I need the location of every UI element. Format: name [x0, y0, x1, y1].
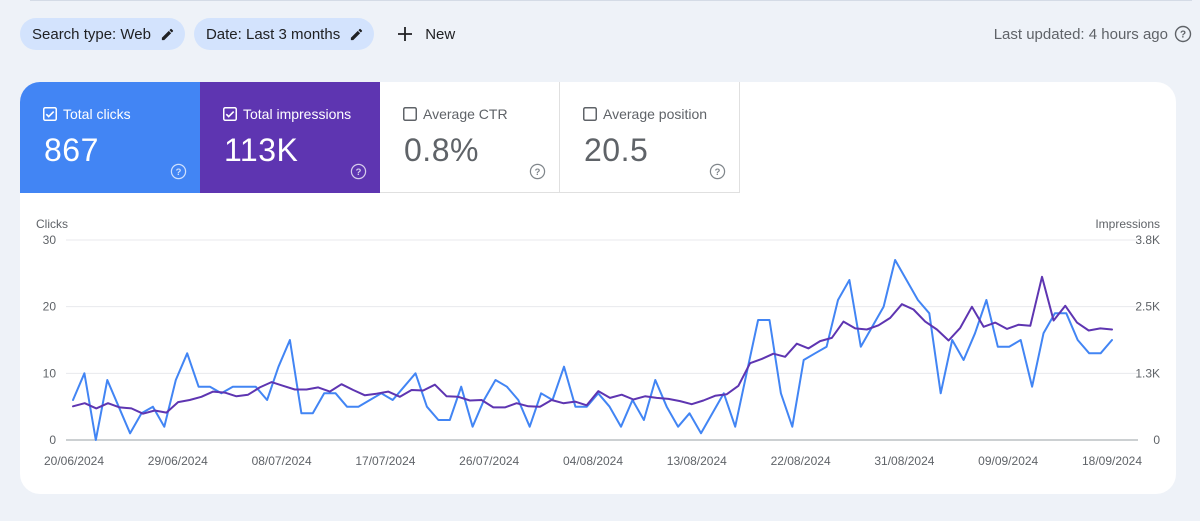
- svg-text:?: ?: [356, 167, 362, 178]
- x-tick-label: 04/08/2024: [563, 454, 623, 468]
- y-tick-left: 10: [43, 366, 57, 380]
- y-axis-left-title: Clicks: [36, 217, 68, 231]
- y-tick-left: 30: [43, 233, 57, 247]
- x-tick-label: 08/07/2024: [252, 454, 312, 468]
- help-icon[interactable]: ?: [1174, 25, 1192, 43]
- top-divider: [30, 0, 1192, 1]
- svg-text:?: ?: [1180, 30, 1186, 41]
- metric-value: 113K: [224, 132, 299, 168]
- x-tick-label: 20/06/2024: [44, 454, 104, 468]
- x-tick-label: 31/08/2024: [874, 454, 934, 468]
- metric-label: Total impressions: [243, 106, 352, 122]
- checkbox-checked-icon[interactable]: [43, 107, 57, 121]
- y-tick-left: 0: [49, 433, 56, 447]
- metric-label: Average CTR: [423, 106, 508, 122]
- x-tick-label: 22/08/2024: [771, 454, 831, 468]
- metric-value: 867: [44, 132, 99, 168]
- search-type-chip[interactable]: Search type: Web: [20, 18, 185, 50]
- x-tick-label: 26/07/2024: [459, 454, 519, 468]
- svg-text:?: ?: [535, 167, 541, 178]
- metric-label: Total clicks: [63, 106, 131, 122]
- plus-icon: [397, 26, 413, 42]
- metric-tabs: Total clicks 867 ? Total impressions 113…: [20, 82, 740, 193]
- x-tick-label: 09/09/2024: [978, 454, 1038, 468]
- filter-bar: Search type: Web Date: Last 3 months New…: [20, 18, 1192, 50]
- date-range-label: Date: Last 3 months: [205, 25, 341, 43]
- checkbox-unchecked-icon[interactable]: [583, 107, 597, 121]
- clicks-series-line: [72, 259, 1113, 441]
- metric-total-clicks[interactable]: Total clicks 867 ?: [20, 82, 200, 193]
- new-filter-label: New: [425, 25, 456, 43]
- performance-chart[interactable]: Clicks Impressions 0 0 10 1.3K 20 2.5K 30 3.8K 20/…: [20, 208, 1176, 478]
- help-icon[interactable]: ?: [709, 163, 726, 180]
- edit-icon: [160, 27, 175, 42]
- x-tick-label: 18/09/2024: [1082, 454, 1142, 468]
- metric-value: 0.8%: [404, 132, 479, 168]
- last-updated-text: Last updated: 4 hours ago: [993, 25, 1168, 43]
- performance-card: Total clicks 867 ? Total impressions 113…: [20, 82, 1176, 494]
- checkbox-unchecked-icon[interactable]: [403, 107, 417, 121]
- last-updated: Last updated: 4 hours ago ?: [994, 25, 1192, 43]
- y-axis-right-title: Impressions: [1095, 217, 1160, 231]
- metric-label: Average position: [603, 106, 708, 122]
- metric-label-row: Average CTR: [403, 106, 508, 122]
- metric-value: 20.5: [584, 132, 649, 168]
- svg-text:?: ?: [715, 167, 721, 178]
- help-icon[interactable]: ?: [350, 163, 367, 180]
- edit-icon: [349, 27, 364, 42]
- svg-text:?: ?: [176, 167, 182, 178]
- y-tick-right: 0: [1153, 433, 1160, 447]
- y-tick-left: 20: [43, 300, 57, 314]
- y-tick-right: 3.8K: [1135, 233, 1160, 247]
- help-icon[interactable]: ?: [529, 163, 546, 180]
- date-range-chip[interactable]: Date: Last 3 months: [193, 18, 375, 50]
- help-icon[interactable]: ?: [170, 163, 187, 180]
- metric-total-impressions[interactable]: Total impressions 113K ?: [200, 82, 380, 193]
- x-tick-label: 29/06/2024: [148, 454, 208, 468]
- impressions-series-line: [72, 275, 1113, 415]
- new-filter-button[interactable]: New: [389, 18, 463, 50]
- y-tick-right: 1.3K: [1135, 366, 1160, 380]
- metric-label-row: Average position: [583, 106, 707, 122]
- x-tick-label: 13/08/2024: [667, 454, 727, 468]
- search-type-label: Search type: Web: [32, 25, 151, 43]
- checkbox-checked-icon[interactable]: [223, 107, 237, 121]
- x-tick-label: 17/07/2024: [355, 454, 415, 468]
- y-tick-right: 2.5K: [1135, 300, 1160, 314]
- metric-label-row: Total impressions: [223, 106, 351, 122]
- metric-label-row: Total clicks: [43, 106, 131, 122]
- metric-average-ctr[interactable]: Average CTR 0.8% ?: [380, 82, 560, 193]
- metric-average-position[interactable]: Average position 20.5 ?: [560, 82, 740, 193]
